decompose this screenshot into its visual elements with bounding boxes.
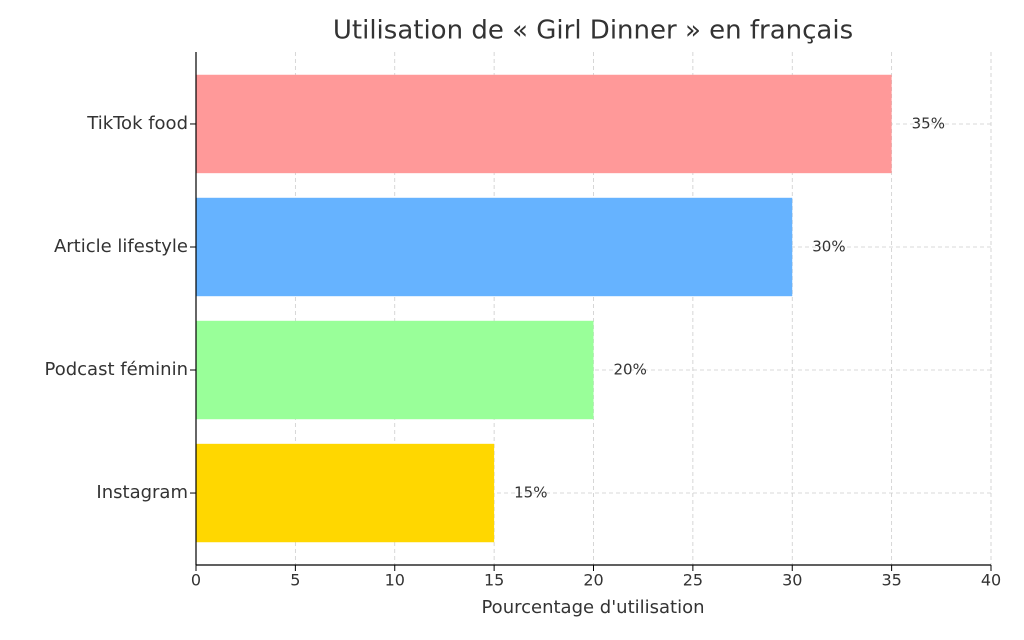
y-tick-label: Instagram <box>96 482 188 503</box>
value-label: 20% <box>614 361 647 379</box>
bar <box>196 197 793 297</box>
x-tick-label: 30 <box>782 571 802 590</box>
value-label: 35% <box>912 114 945 132</box>
x-tick-label: 20 <box>583 571 603 590</box>
x-axis-label: Pourcentage d'utilisation <box>481 597 704 618</box>
bar <box>196 74 892 174</box>
x-tick-label: 0 <box>191 571 201 590</box>
x-tick-label: 40 <box>981 571 1001 590</box>
x-tick-label: 25 <box>683 571 703 590</box>
x-tick-label: 10 <box>385 571 405 590</box>
value-label: 30% <box>812 237 845 255</box>
bar <box>196 443 495 543</box>
y-tick-label: Article lifestyle <box>54 236 188 257</box>
y-tick-label: TikTok food <box>86 113 188 134</box>
value-label: 15% <box>514 484 547 502</box>
chart-title: Utilisation de « Girl Dinner » en frança… <box>333 16 853 46</box>
x-tick-label: 35 <box>881 571 901 590</box>
x-tick-label: 15 <box>484 571 504 590</box>
y-tick-label: Podcast féminin <box>45 359 189 380</box>
x-tick-label: 5 <box>290 571 300 590</box>
bar <box>196 320 594 420</box>
